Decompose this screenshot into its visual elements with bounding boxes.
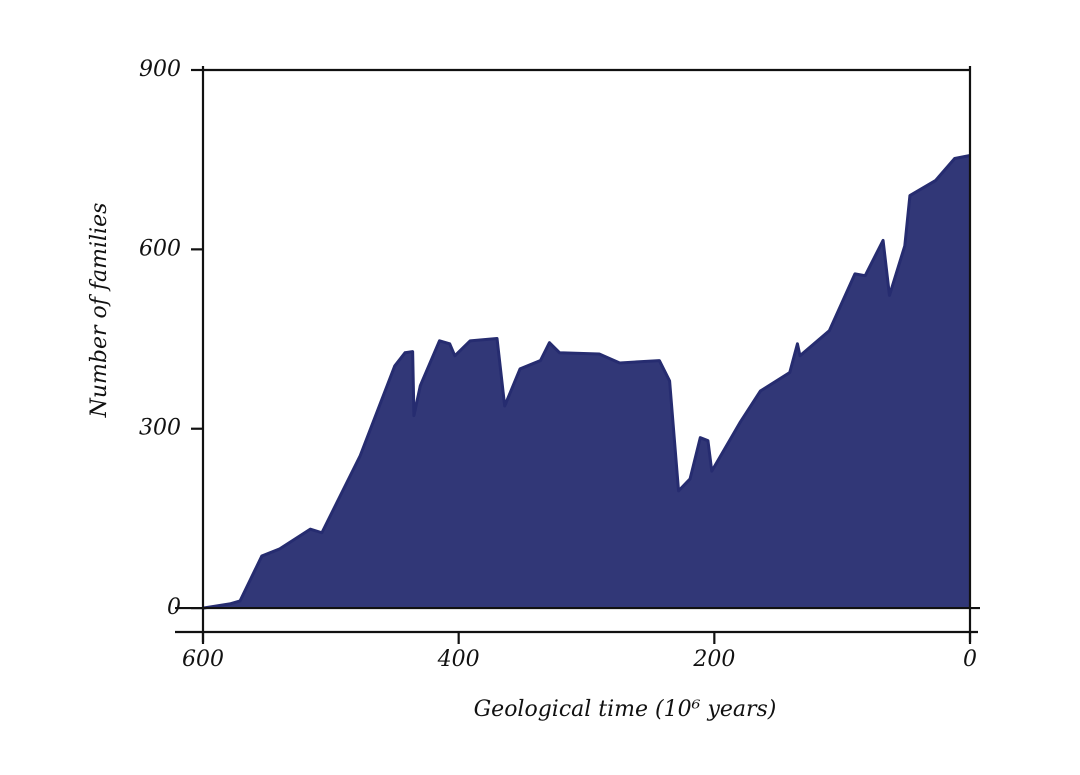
area-fill [203, 155, 970, 609]
y-axis-title: Number of families [87, 203, 112, 419]
x-tick-label: 200 [692, 647, 735, 672]
x-tick-label: 400 [437, 647, 480, 672]
y-tick-label: 900 [139, 57, 181, 82]
y-tick-label: 300 [139, 416, 181, 441]
y-tick-label: 600 [139, 236, 181, 261]
x-tick-label: 0 [963, 647, 977, 672]
x-tick-label: 600 [182, 647, 224, 672]
area-line [202, 154, 971, 610]
x-axis-title: Geological time (10⁶ years) [474, 697, 777, 722]
y-tick-label: 0 [167, 595, 181, 620]
